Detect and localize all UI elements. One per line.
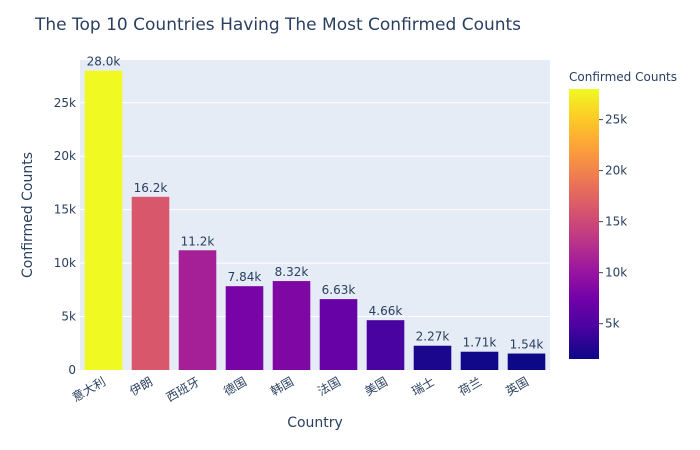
x-tick-label: 西班牙 [164,374,202,404]
x-tick-label: 韩国 [268,374,296,399]
x-axis-ticks: 意大利 伊朗 西班牙 德国 韩国 法国 美国 瑞士 荷兰 英国 [69,374,531,405]
data-label: 16.2k [134,181,168,195]
x-tick-label: 意大利 [69,374,108,405]
x-tick-label: 英国 [503,374,531,398]
y-tick-label: 15k [54,203,76,217]
x-tick-label: 伊朗 [127,374,155,398]
data-label: 28.0k [87,55,121,69]
colorbar-tick-label: 15k [605,215,627,229]
bar [225,286,264,370]
bar [460,351,499,370]
data-label: 11.2k [181,234,215,248]
y-tick-label: 25k [54,96,76,110]
colorbar-gradient [569,89,599,359]
bar [131,196,170,370]
bar [84,70,123,371]
bars [84,70,546,371]
x-tick-label: 美国 [362,374,390,398]
x-axis-title: Country [287,415,343,431]
colorbar: Confirmed Counts 5k 10k 15k 20k 25k [569,70,677,359]
data-label: 6.63k [322,283,356,297]
y-tick-label: 5k [61,310,76,324]
y-tick-label: 0 [68,363,76,377]
y-tick-label: 10k [54,256,76,270]
colorbar-tick-label: 20k [605,164,627,178]
bar [507,353,546,370]
data-label: 8.32k [275,265,309,279]
chart-title: The Top 10 Countries Having The Most Con… [34,15,521,35]
colorbar-tick-label: 5k [605,317,620,331]
bar [178,250,217,370]
data-label: 7.84k [228,270,262,284]
x-tick-label: 瑞士 [409,374,437,398]
x-tick-label: 法国 [315,374,343,398]
data-label: 1.54k [510,338,544,352]
data-labels: 28.0k 16.2k 11.2k 7.84k 8.32k 6.63k 4.66k 2.27k… [87,55,544,352]
x-tick-label: 德国 [221,374,249,399]
bar [272,281,311,370]
x-tick-label: 荷兰 [456,374,484,398]
data-label: 2.27k [416,330,450,344]
bar [319,299,358,370]
y-axis-title: Confirmed Counts [20,152,36,278]
y-axis-ticks: 0 5k 10k 15k 20k 25k [54,96,76,377]
colorbar-title: Confirmed Counts [569,70,677,84]
bar [413,345,452,370]
y-tick-label: 20k [54,149,76,163]
bar [366,320,405,370]
colorbar-tick-label: 25k [605,113,627,127]
data-label: 4.66k [369,304,403,318]
data-label: 1.71k [463,336,497,350]
colorbar-tick-label: 10k [605,266,627,280]
